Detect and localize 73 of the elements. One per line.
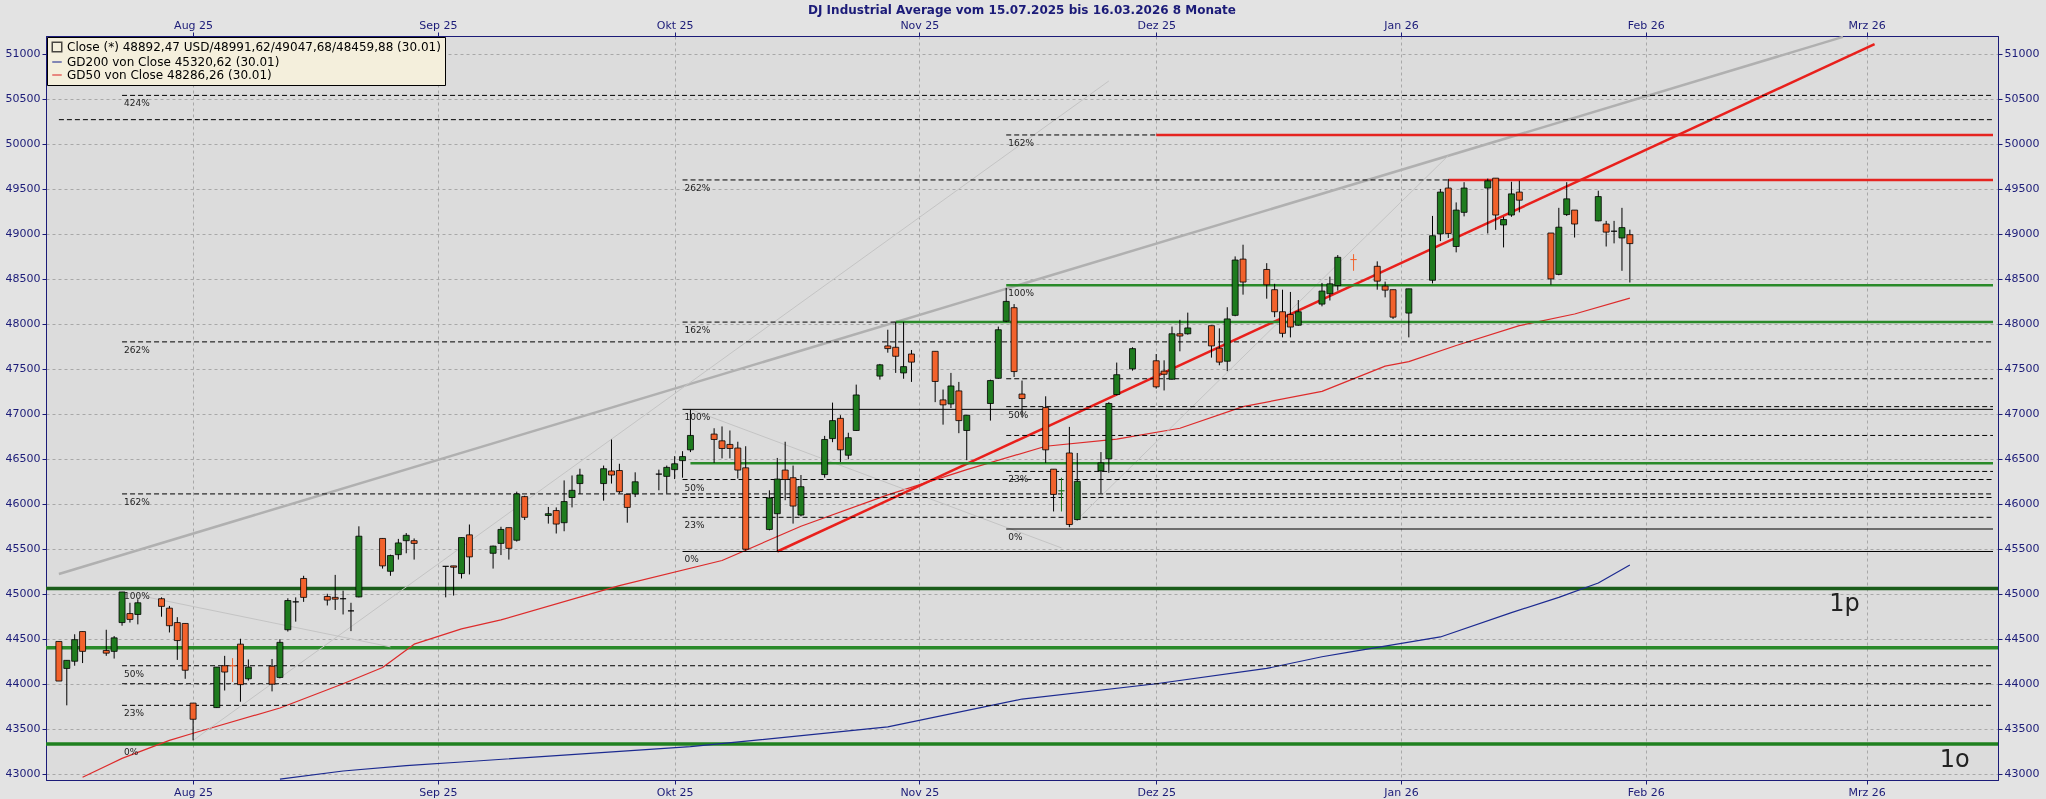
- x-tick-label: Jan 26: [1383, 785, 1419, 799]
- chart-title: DJ Industrial Average vom 15.07.2025 bis 16.03.2026 8 Monate: [808, 3, 1236, 17]
- x-tick-label: Dez 25: [1137, 785, 1176, 799]
- annotation: 1p: [1829, 589, 1860, 618]
- y-tick-label: 48000: [5, 317, 41, 331]
- y-tick-label: 49000: [5, 227, 41, 241]
- y2-tick-label: 44000: [2004, 677, 2040, 691]
- annotation: 50%: [124, 668, 145, 679]
- x2-tick-label: Aug 25: [174, 18, 214, 32]
- y2-tick-label: 44500: [2004, 632, 2040, 646]
- annotation: 0%: [124, 747, 139, 758]
- annotation: 424%: [124, 98, 151, 109]
- y-tick-label: 46500: [5, 452, 41, 466]
- y-tick-label: 48500: [5, 272, 41, 286]
- y-tick-label: 43000: [5, 767, 41, 781]
- legend-label: GD200 von Close 45320,62 (30.01): [67, 55, 280, 69]
- y-tick-label: 50000: [5, 137, 41, 151]
- annotation: 1o: [1939, 745, 1970, 774]
- annotation: 50%: [684, 482, 705, 493]
- legend-label: GD50 von Close 48286,26 (30.01): [67, 68, 272, 82]
- annotation: 23%: [684, 520, 705, 531]
- x-tick-label: Sep 25: [419, 785, 458, 799]
- x-tick-label: Nov 25: [900, 785, 940, 799]
- legend-label: Close (*) 48892,47 USD/48991,62/49047,68/48459,88 (30.01): [67, 40, 441, 54]
- annotation: 50%: [1008, 409, 1029, 420]
- annotation: 162%: [124, 496, 151, 507]
- x-tick-label: Mrz 26: [1848, 785, 1886, 799]
- y-tick-label: 44000: [5, 677, 41, 691]
- y2-tick-label: 46500: [2004, 452, 2040, 466]
- annotation: 262%: [124, 344, 151, 355]
- y2-tick-label: 49000: [2004, 227, 2040, 241]
- x2-tick-label: Mrz 26: [1848, 18, 1886, 32]
- y2-tick-label: 45500: [2004, 542, 2040, 556]
- annotation: 0%: [684, 554, 700, 565]
- y2-tick-label: 43000: [2004, 767, 2040, 781]
- y-tick-label: 47000: [5, 407, 41, 421]
- annotation: 162%: [684, 325, 711, 336]
- x-tick-label: Feb 26: [1627, 785, 1665, 799]
- x2-tick-label: Dez 25: [1137, 18, 1176, 32]
- y-tick-label: 43500: [5, 722, 41, 736]
- y2-tick-label: 46000: [2004, 497, 2040, 511]
- x2-tick-label: Okt 25: [656, 18, 694, 32]
- x2-tick-label: Nov 25: [900, 18, 940, 32]
- x-tick-label: Aug 25: [174, 785, 214, 799]
- annotation: 23%: [1008, 474, 1029, 485]
- y-tick-label: 51000: [5, 47, 41, 61]
- annotation: 0%: [1008, 532, 1023, 542]
- y-tick-label: 46000: [5, 497, 41, 511]
- y2-tick-label: 45000: [2004, 587, 2040, 601]
- y2-tick-label: 50500: [2004, 92, 2040, 106]
- x-tick-label: Okt 25: [656, 785, 694, 799]
- y-tick-label: 50500: [5, 92, 41, 106]
- y2-tick-label: 51000: [2004, 47, 2040, 61]
- x2-tick-label: Sep 25: [419, 18, 458, 32]
- annotation: 23%: [124, 708, 145, 719]
- y2-tick-label: 49500: [2004, 182, 2040, 196]
- annotation: 162%: [1008, 137, 1035, 148]
- y-tick-label: 45500: [5, 542, 41, 556]
- annotation: 100%: [1008, 288, 1035, 299]
- y2-tick-label: 48500: [2004, 272, 2040, 286]
- x2-tick-label: Jan 26: [1383, 18, 1419, 32]
- y2-tick-label: 47000: [2004, 407, 2040, 421]
- annotation: 100%: [124, 591, 151, 602]
- y-tick-label: 44500: [5, 632, 41, 646]
- x2-tick-label: Feb 26: [1627, 18, 1665, 32]
- y2-tick-label: 48000: [2004, 317, 2040, 331]
- y-tick-label: 45000: [5, 587, 41, 601]
- y-tick-label: 49500: [5, 182, 41, 196]
- y2-tick-label: 47500: [2004, 362, 2040, 376]
- annotation: 262%: [684, 182, 711, 193]
- y2-tick-label: 50000: [2004, 137, 2040, 151]
- y2-tick-label: 43500: [2004, 722, 2040, 736]
- y-tick-label: 47500: [5, 362, 41, 376]
